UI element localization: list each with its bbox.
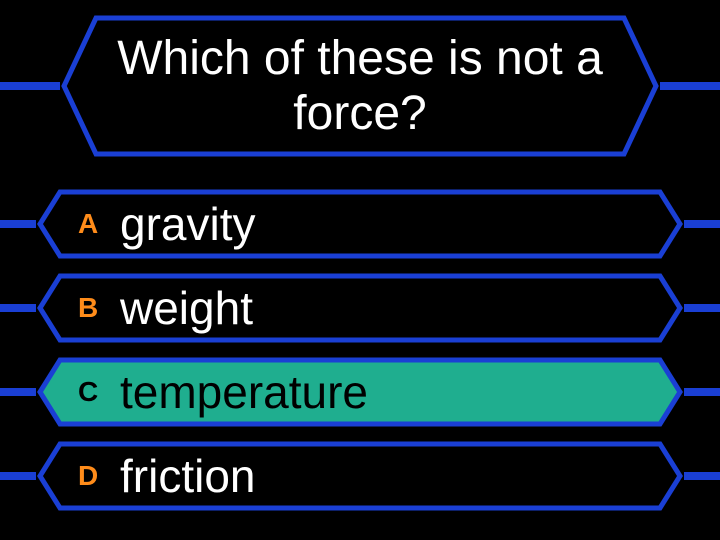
- answer-content: C temperature: [36, 356, 684, 428]
- answer-text: weight: [120, 285, 253, 331]
- answer-letter: A: [78, 208, 120, 240]
- answer-hexagon: C temperature: [36, 356, 684, 428]
- answer-letter: D: [78, 460, 120, 492]
- answer-connector-left: [0, 220, 36, 228]
- answer-hexagon: A gravity: [36, 188, 684, 260]
- question-container: Which of these is not a force?: [0, 14, 720, 158]
- answer-option-d[interactable]: D friction: [0, 440, 720, 512]
- answer-content: D friction: [36, 440, 684, 512]
- answer-text: temperature: [120, 369, 368, 415]
- quiz-stage: Which of these is not a force? A gravity: [0, 0, 720, 540]
- answer-hexagon: B weight: [36, 272, 684, 344]
- answer-connector-left: [0, 388, 36, 396]
- answer-connector-left: [0, 304, 36, 312]
- answer-connector-left: [0, 472, 36, 480]
- answer-connector-right: [684, 304, 720, 312]
- answer-content: A gravity: [36, 188, 684, 260]
- answer-option-c[interactable]: C temperature: [0, 356, 720, 428]
- answer-content: B weight: [36, 272, 684, 344]
- answer-hexagon: D friction: [36, 440, 684, 512]
- answer-text: gravity: [120, 201, 255, 247]
- question-text: Which of these is not a force?: [60, 14, 660, 158]
- question-hexagon: Which of these is not a force?: [60, 14, 660, 158]
- answer-connector-right: [684, 472, 720, 480]
- answer-connector-right: [684, 220, 720, 228]
- answer-letter: C: [78, 376, 120, 408]
- answer-option-a[interactable]: A gravity: [0, 188, 720, 260]
- answer-text: friction: [120, 453, 255, 499]
- answer-option-b[interactable]: B weight: [0, 272, 720, 344]
- answer-connector-right: [684, 388, 720, 396]
- question-connector-left: [0, 82, 60, 90]
- answers-container: A gravity B weight: [0, 188, 720, 524]
- question-connector-right: [660, 82, 720, 90]
- answer-letter: B: [78, 292, 120, 324]
